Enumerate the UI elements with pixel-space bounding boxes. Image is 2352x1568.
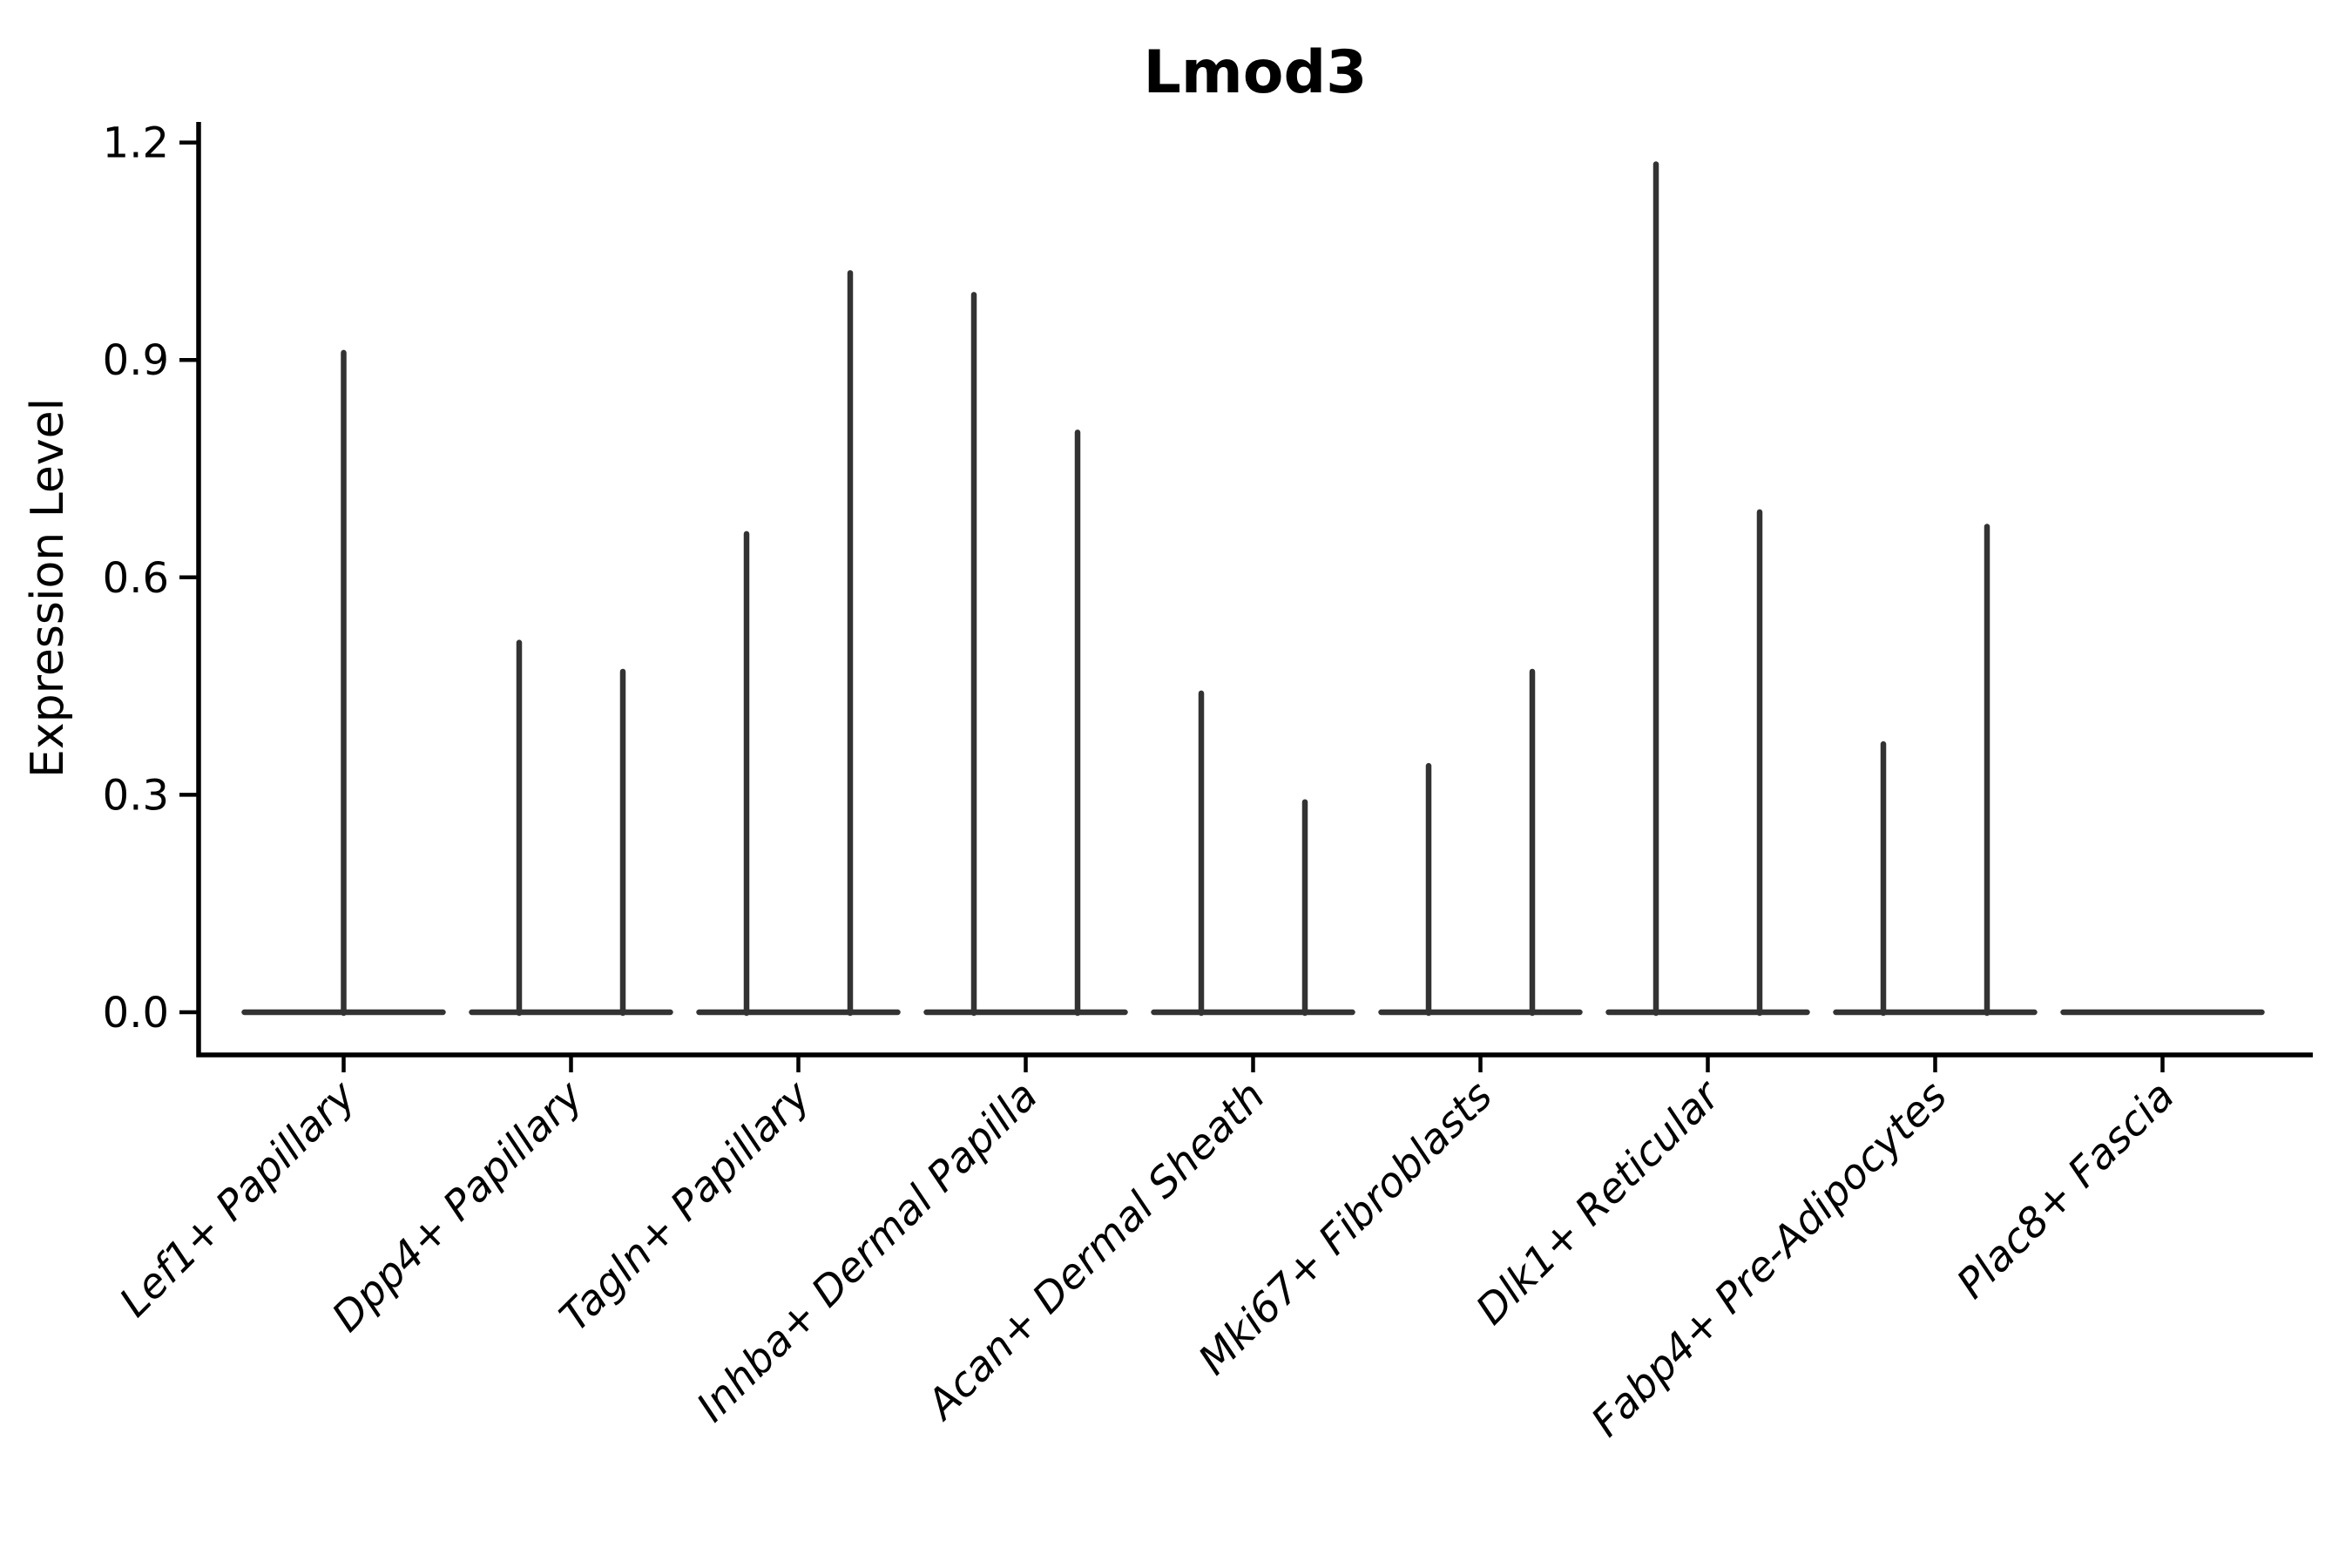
y-tick-label: 0.9	[103, 336, 169, 385]
y-axis-ticks: 0.0 0.3 0.6 0.9 1.2	[103, 119, 199, 1037]
axis-spine-path	[196, 122, 2313, 1058]
axes-spines	[196, 122, 2313, 1058]
y-tick-label: 0.3	[103, 771, 169, 820]
violins-layer	[241, 161, 2265, 1017]
x-tick-label: Tagln+ Papillary	[551, 1071, 821, 1342]
x-tick-label: Plac8+ Fascia	[1948, 1072, 2184, 1308]
chart-title: Lmod3	[1144, 38, 1368, 107]
x-tick-label: Dlk1+ Reticular	[1467, 1071, 1731, 1335]
x-axis-ticks	[341, 1055, 2165, 1072]
y-axis-label: Expression Level	[22, 398, 74, 778]
y-tick-label: 1.2	[103, 119, 169, 168]
x-tick-label: Dpp4+ Papillary	[323, 1071, 593, 1342]
y-tick-label: 0.0	[103, 989, 169, 1037]
x-tick-label: Lef1+ Papillary	[111, 1071, 366, 1327]
y-tick-label: 0.6	[103, 554, 169, 603]
